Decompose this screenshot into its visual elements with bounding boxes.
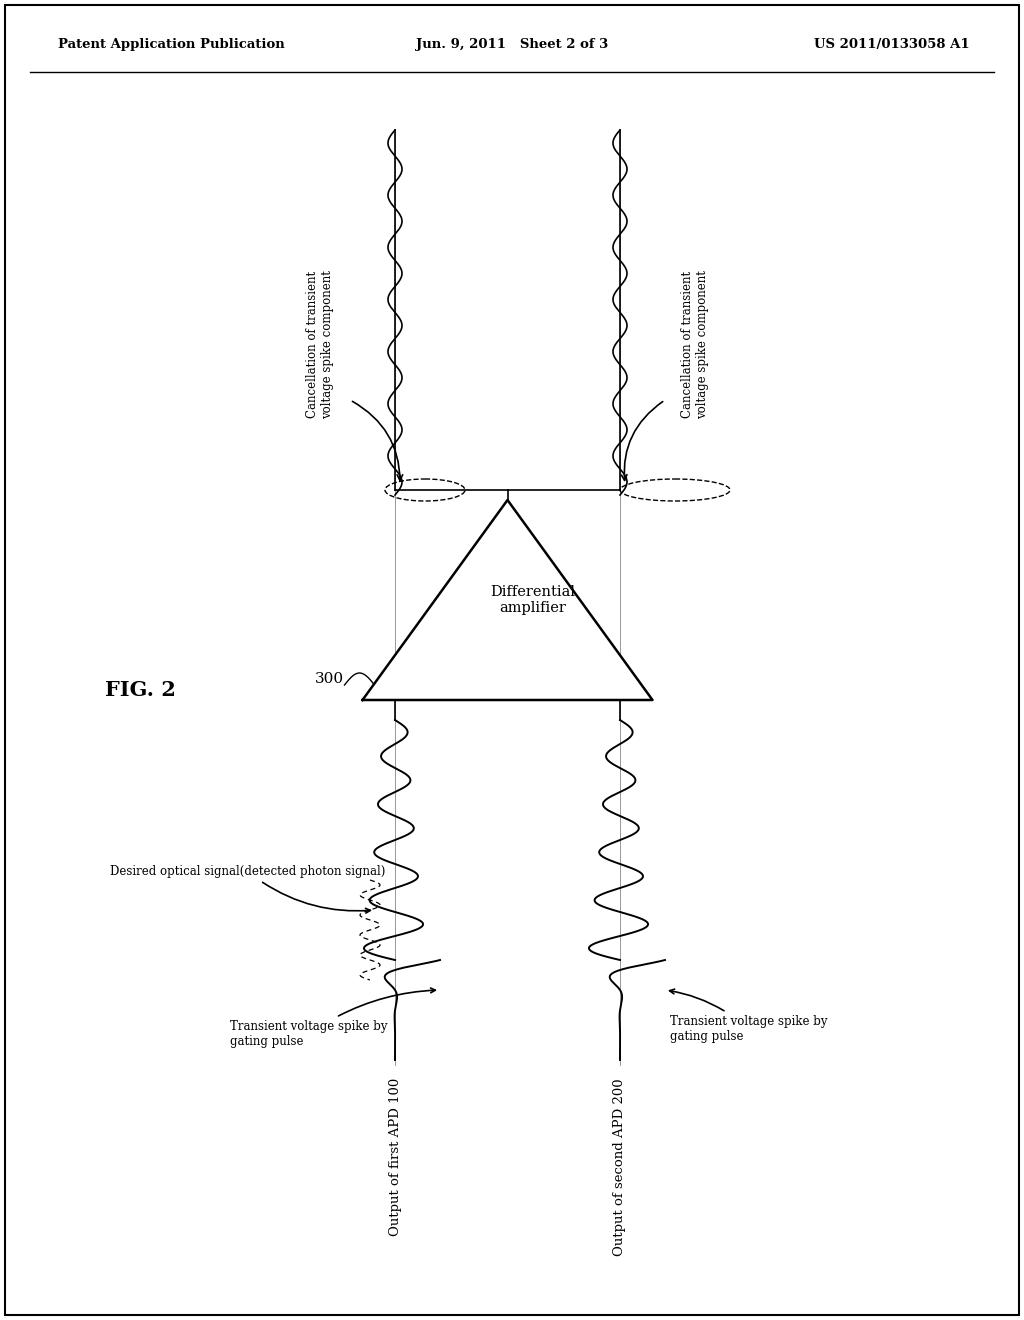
Text: Desired optical signal(detected photon signal): Desired optical signal(detected photon s… <box>110 865 385 913</box>
Text: Differential
amplifier: Differential amplifier <box>490 585 575 615</box>
Text: Cancellation of transient
voltage spike component: Cancellation of transient voltage spike … <box>681 271 709 418</box>
Text: FIG. 2: FIG. 2 <box>105 680 176 700</box>
Text: Output of first APD 100: Output of first APD 100 <box>388 1078 401 1237</box>
Text: Jun. 9, 2011   Sheet 2 of 3: Jun. 9, 2011 Sheet 2 of 3 <box>416 38 608 51</box>
Text: US 2011/0133058 A1: US 2011/0133058 A1 <box>814 38 970 51</box>
Polygon shape <box>362 500 652 700</box>
Text: Transient voltage spike by
gating pulse: Transient voltage spike by gating pulse <box>670 989 827 1043</box>
Text: Cancellation of transient
voltage spike component: Cancellation of transient voltage spike … <box>306 271 334 418</box>
Text: Patent Application Publication: Patent Application Publication <box>58 38 285 51</box>
Text: Transient voltage spike by
gating pulse: Transient voltage spike by gating pulse <box>230 989 435 1048</box>
Text: 300: 300 <box>314 672 344 686</box>
Text: Output of second APD 200: Output of second APD 200 <box>613 1078 627 1255</box>
